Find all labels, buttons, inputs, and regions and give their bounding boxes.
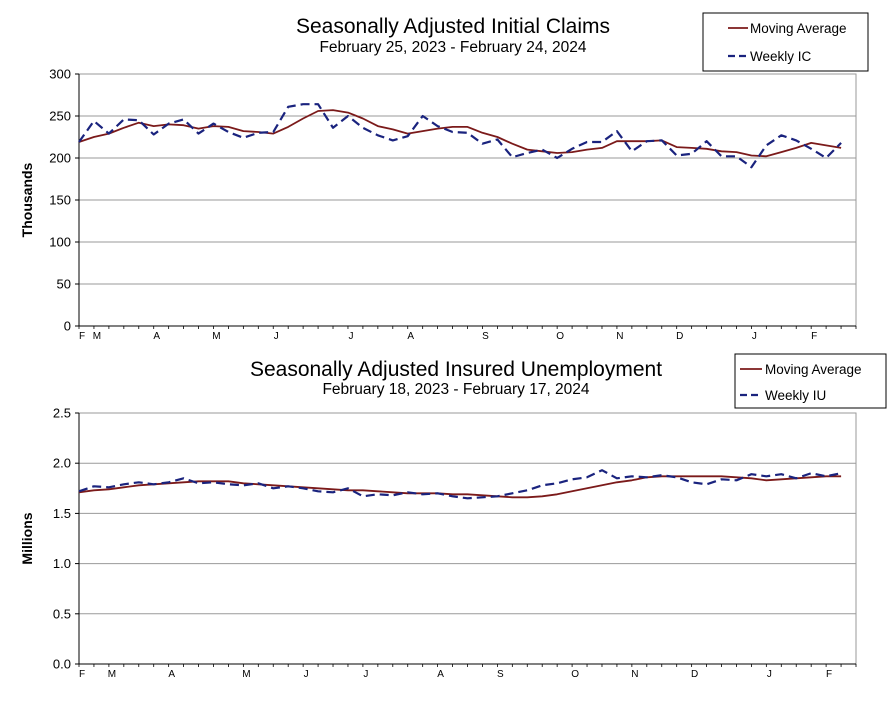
- legend-box: [702, 12, 869, 72]
- chart-subtitle: February 25, 2023 - February 24, 2024: [319, 39, 586, 56]
- x-tick-label: S: [497, 669, 504, 680]
- x-tick-label: M: [93, 331, 101, 342]
- x-tick-label: N: [631, 669, 638, 680]
- x-tick-label: D: [676, 331, 683, 342]
- chart-title: Seasonally Adjusted Insured Unemployment: [250, 358, 662, 381]
- x-tick-label: J: [304, 669, 309, 680]
- chart-title: Seasonally Adjusted Initial Claims: [296, 15, 610, 38]
- x-tick-label: J: [363, 669, 368, 680]
- series-line-weekly-ic: [78, 103, 842, 169]
- x-tick-label: J: [752, 331, 757, 342]
- y-tick-label: 200: [49, 151, 71, 166]
- x-tick-label: A: [407, 331, 414, 342]
- y-tick-label: 300: [49, 67, 71, 82]
- y-tick-label: 1.0: [53, 556, 71, 571]
- x-tick-label: M: [108, 669, 116, 680]
- y-tick-label: 0.5: [53, 606, 71, 621]
- x-tick-label: M: [242, 669, 250, 680]
- y-axis-label: Millions: [19, 512, 35, 564]
- x-tick-label: J: [767, 669, 772, 680]
- x-tick-label: F: [79, 669, 85, 680]
- legend-label: Moving Average: [750, 21, 847, 36]
- y-tick-label: 2.5: [53, 406, 71, 421]
- y-tick-label: 50: [57, 277, 71, 292]
- chart-subtitle: February 18, 2023 - February 17, 2024: [322, 381, 589, 398]
- legend-label: Weekly IU: [765, 388, 826, 403]
- x-tick-label: D: [691, 669, 698, 680]
- y-tick-label: 0.0: [53, 657, 71, 672]
- y-tick-label: 2.0: [53, 456, 71, 471]
- y-axis-label: Thousands: [19, 162, 35, 237]
- x-tick-label: N: [616, 331, 623, 342]
- x-tick-label: F: [79, 331, 85, 342]
- x-tick-label: O: [556, 331, 564, 342]
- plot-area: [78, 412, 857, 665]
- x-tick-label: F: [811, 331, 817, 342]
- legend-box: [734, 353, 887, 409]
- legend-label: Weekly IC: [750, 49, 812, 64]
- series-line-weekly-iu: [78, 469, 842, 500]
- x-tick-label: S: [482, 331, 489, 342]
- chart-2: Seasonally Adjusted Insured Unemployment…: [19, 353, 887, 680]
- x-tick-label: A: [168, 669, 175, 680]
- y-tick-label: 1.5: [53, 506, 71, 521]
- series-line-moving-average: [78, 109, 842, 158]
- x-tick-label: F: [826, 669, 832, 680]
- series-line-moving-average: [78, 475, 842, 499]
- y-tick-label: 100: [49, 235, 71, 250]
- x-tick-label: M: [212, 331, 220, 342]
- legend-label: Moving Average: [765, 362, 862, 377]
- x-tick-label: J: [274, 331, 279, 342]
- x-tick-label: J: [348, 331, 353, 342]
- x-tick-label: A: [153, 331, 160, 342]
- y-tick-label: 0: [64, 319, 71, 334]
- y-tick-label: 250: [49, 109, 71, 124]
- chart-1: Seasonally Adjusted Initial ClaimsFebrua…: [19, 12, 869, 342]
- x-tick-label: A: [437, 669, 444, 680]
- x-tick-label: O: [571, 669, 579, 680]
- y-tick-label: 150: [49, 193, 71, 208]
